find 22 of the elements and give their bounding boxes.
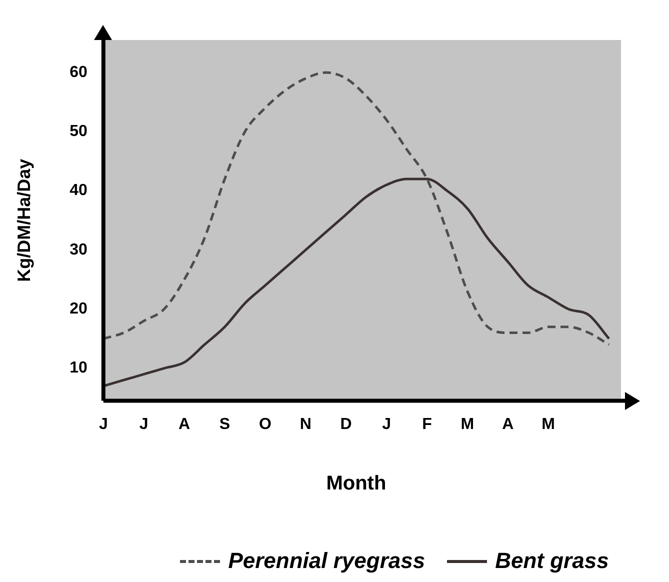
legend-label: Bent grass — [495, 548, 609, 574]
y-tick-label: 50 — [70, 123, 88, 140]
x-tick-label: J — [382, 416, 391, 433]
x-tick-label: D — [340, 416, 352, 433]
x-axis-title: Month — [326, 472, 386, 495]
x-tick-label: A — [178, 416, 191, 433]
y-tick-label: 20 — [70, 300, 88, 318]
y-tick-label: 40 — [70, 182, 88, 200]
y-axis-title: Kg/DM/Ha/Day — [14, 158, 34, 282]
y-tick-label: 10 — [70, 360, 88, 377]
y-tick-label: 60 — [70, 64, 88, 81]
legend-label: Perennial ryegrass — [228, 548, 426, 574]
x-tick-label: J — [98, 416, 108, 433]
x-tick-label: J — [139, 416, 148, 433]
y-tick-label: 30 — [70, 241, 88, 258]
x-tick-label: M — [460, 416, 474, 433]
x-tick-label: M — [542, 416, 555, 433]
x-tick-label: S — [219, 416, 230, 433]
x-tick-label: N — [300, 416, 312, 433]
x-tick-label: F — [422, 416, 432, 433]
x-tick-label: A — [502, 416, 514, 433]
x-tick-label: O — [258, 416, 272, 433]
